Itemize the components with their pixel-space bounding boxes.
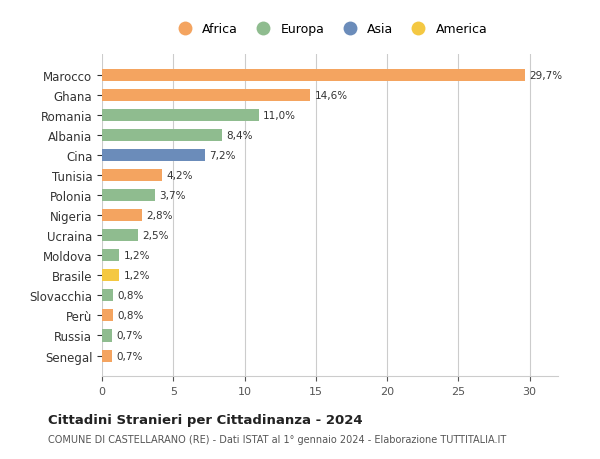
Legend: Africa, Europa, Asia, America: Africa, Europa, Asia, America [169, 20, 491, 40]
Bar [102, 70, 525, 82]
Bar [102, 350, 112, 362]
Text: 2,8%: 2,8% [146, 211, 173, 221]
Bar [102, 130, 222, 142]
Bar [102, 210, 142, 222]
Bar [102, 90, 310, 102]
Text: 1,2%: 1,2% [124, 251, 150, 261]
Bar [102, 230, 137, 242]
Text: 0,7%: 0,7% [116, 351, 143, 361]
Text: 8,4%: 8,4% [226, 131, 253, 141]
Bar [102, 190, 155, 202]
Text: Cittadini Stranieri per Cittadinanza - 2024: Cittadini Stranieri per Cittadinanza - 2… [48, 413, 362, 426]
Text: 1,2%: 1,2% [124, 271, 150, 281]
Bar [102, 310, 113, 322]
Text: 29,7%: 29,7% [530, 71, 563, 81]
Text: 11,0%: 11,0% [263, 111, 296, 121]
Text: 3,7%: 3,7% [159, 191, 185, 201]
Bar [102, 250, 119, 262]
Text: COMUNE DI CASTELLARANO (RE) - Dati ISTAT al 1° gennaio 2024 - Elaborazione TUTTI: COMUNE DI CASTELLARANO (RE) - Dati ISTAT… [48, 434, 506, 444]
Text: 0,7%: 0,7% [116, 331, 143, 341]
Bar [102, 330, 112, 342]
Bar [102, 150, 205, 162]
Text: 0,8%: 0,8% [118, 291, 144, 301]
Text: 14,6%: 14,6% [314, 91, 347, 101]
Bar [102, 270, 119, 282]
Text: 4,2%: 4,2% [166, 171, 193, 181]
Bar [102, 290, 113, 302]
Bar [102, 170, 162, 182]
Bar [102, 110, 259, 122]
Text: 7,2%: 7,2% [209, 151, 235, 161]
Text: 0,8%: 0,8% [118, 311, 144, 321]
Text: 2,5%: 2,5% [142, 231, 169, 241]
